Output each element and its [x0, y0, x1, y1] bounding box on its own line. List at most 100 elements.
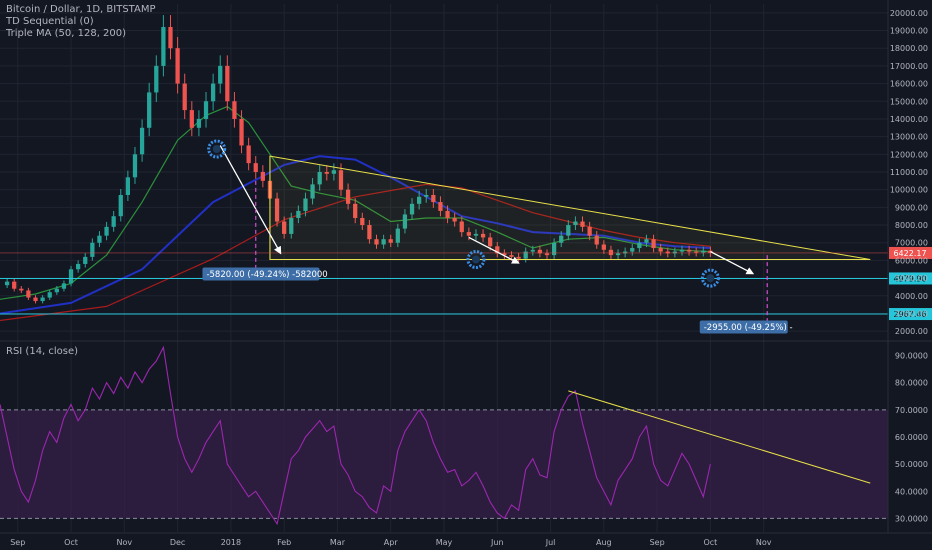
price-tick-label: 5000.00: [895, 274, 928, 283]
price-tick-label: 2000.00: [895, 327, 928, 336]
candle-body: [473, 233, 479, 236]
indicator-rsi-label[interactable]: RSI (14, close): [6, 346, 79, 357]
candle-body: [218, 65, 223, 84]
candle-body: [672, 251, 678, 254]
candle-body: [104, 226, 109, 236]
candle-body: [637, 242, 642, 249]
candle-body: [608, 249, 614, 256]
candle-body: [61, 283, 67, 289]
candle-body: [537, 249, 543, 254]
rsi-tick-label: 40.0000: [895, 487, 928, 496]
candle-body: [459, 221, 464, 233]
candle-body: [76, 263, 81, 270]
candle-body: [239, 118, 244, 146]
candle-body: [246, 145, 251, 164]
ma-200-line: [0, 183, 711, 322]
candle-body: [196, 118, 202, 128]
time-tick-label: Feb: [277, 538, 291, 547]
symbol-title: Bitcoin / Dollar, 1D, BITSTAMP: [6, 4, 156, 15]
price-tick-label: 11000.00: [890, 168, 928, 177]
price-tick-label: 9000.00: [895, 203, 928, 212]
candle-body: [40, 297, 45, 302]
candle-body: [360, 217, 365, 226]
candle-body: [594, 235, 599, 245]
candle-body: [466, 232, 471, 236]
candle-body: [345, 189, 351, 204]
candle-body: [367, 225, 372, 240]
candle-body: [274, 198, 280, 222]
td-gear-marker: [466, 250, 486, 270]
indicator-td-sequential[interactable]: TD Sequential (0): [6, 16, 94, 27]
candle-body: [559, 235, 564, 243]
time-tick-label: May: [436, 538, 453, 547]
candle-body: [118, 194, 123, 217]
candle-body: [26, 290, 31, 298]
candle-body: [694, 251, 699, 253]
rsi-tick-label: 30.0000: [895, 514, 928, 523]
candle-body: [189, 110, 194, 128]
candle-body: [488, 237, 493, 247]
indicator-triple-ma[interactable]: Triple MA (50, 128, 200): [6, 28, 127, 39]
candle-body: [495, 246, 500, 254]
candle-body: [580, 221, 585, 227]
candle-body: [658, 248, 663, 252]
measure-1-box: [202, 267, 320, 281]
candle-body: [374, 239, 379, 245]
candle-body: [4, 281, 10, 286]
candle-body: [139, 127, 145, 155]
time-tick-label: Aug: [596, 538, 612, 547]
move-arrow: [219, 145, 282, 255]
candle-body: [19, 288, 24, 291]
candle-body: [260, 172, 265, 181]
candle-body: [353, 203, 358, 218]
current-price-label: 6422.17: [893, 249, 926, 258]
candle-body: [33, 297, 38, 302]
price-tick-label: 14000.00: [890, 115, 928, 124]
rsi-trendline: [568, 390, 871, 484]
candle-body: [601, 244, 606, 250]
candle-body: [83, 256, 88, 264]
candle-body: [388, 239, 393, 243]
candle-body: [587, 226, 592, 236]
price-tick-label: 8000.00: [895, 221, 928, 230]
measure-1-label: -5820.00 (-49.24%) -582000: [206, 270, 327, 280]
candlestick-series: [4, 15, 713, 304]
candle-body: [289, 217, 294, 234]
candle-body: [651, 239, 656, 249]
candle-body: [438, 202, 443, 211]
rsi-tick-label: 60.0000: [895, 433, 928, 442]
candle-body: [12, 281, 17, 289]
price-tick-label: 3000.00: [895, 309, 928, 318]
rsi-tick-label: 90.0000: [895, 352, 928, 361]
candle-body: [303, 198, 308, 211]
candle-body: [665, 251, 670, 254]
price-tick-label: 7000.00: [895, 239, 928, 248]
candle-body: [679, 249, 685, 252]
candle-body: [630, 248, 635, 252]
candle-body: [402, 214, 408, 229]
candle-body: [431, 194, 436, 203]
candle-body: [161, 26, 166, 66]
price-tick-label: 15000.00: [890, 97, 928, 106]
candle-body: [686, 249, 692, 252]
candle-body: [409, 203, 415, 215]
time-tick-label: Nov: [117, 538, 133, 547]
price-tick-label: 4000.00: [895, 292, 928, 301]
current-price-box: [889, 246, 932, 259]
candle-body: [338, 170, 344, 190]
candle-body: [154, 65, 159, 93]
rsi-line: [0, 345, 711, 526]
level-1-box: [889, 272, 932, 285]
candle-body: [225, 65, 230, 102]
candle-body: [331, 170, 337, 174]
ma-50-line: [0, 105, 711, 300]
candle-body: [644, 239, 649, 243]
candle-body: [381, 239, 386, 245]
td-gear-marker: [207, 139, 227, 159]
time-tick-label: Oct: [64, 538, 78, 547]
price-tick-label: 17000.00: [890, 62, 928, 71]
candle-body: [573, 221, 578, 226]
candle-body: [480, 233, 486, 238]
price-tick-label: 10000.00: [890, 186, 928, 195]
